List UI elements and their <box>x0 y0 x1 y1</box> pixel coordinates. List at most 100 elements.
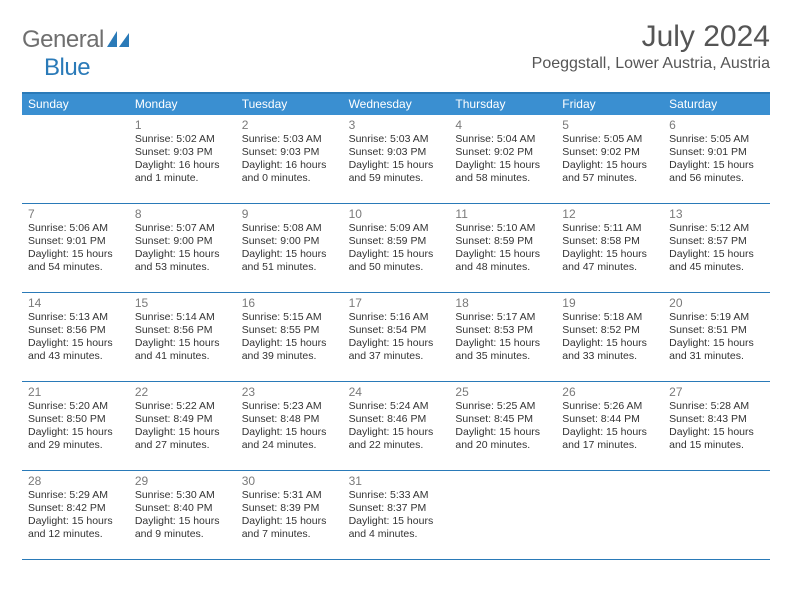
sunset-line: Sunset: 8:43 PM <box>669 413 764 426</box>
day-number: 11 <box>455 207 550 221</box>
sunset-line: Sunset: 8:39 PM <box>242 502 337 515</box>
day-number: 25 <box>455 385 550 399</box>
logo-word-blue: Blue <box>22 54 90 81</box>
daylight-line: Daylight: 15 hours <box>455 248 550 261</box>
sunrise-line: Sunrise: 5:07 AM <box>135 222 230 235</box>
sunset-line: Sunset: 9:03 PM <box>242 146 337 159</box>
sunset-line: Sunset: 8:40 PM <box>135 502 230 515</box>
day-cell: 10Sunrise: 5:09 AMSunset: 8:59 PMDayligh… <box>343 204 450 292</box>
day-cell: 11Sunrise: 5:10 AMSunset: 8:59 PMDayligh… <box>449 204 556 292</box>
day-cell <box>22 115 129 203</box>
week-row: 14Sunrise: 5:13 AMSunset: 8:56 PMDayligh… <box>22 293 770 382</box>
daylight-line: and 27 minutes. <box>135 439 230 452</box>
daylight-line: and 45 minutes. <box>669 261 764 274</box>
sunset-line: Sunset: 8:51 PM <box>669 324 764 337</box>
day-cell <box>556 471 663 559</box>
sunrise-line: Sunrise: 5:05 AM <box>562 133 657 146</box>
sunset-line: Sunset: 8:59 PM <box>455 235 550 248</box>
day-number: 9 <box>242 207 337 221</box>
sunrise-line: Sunrise: 5:29 AM <box>28 489 123 502</box>
daylight-line: and 0 minutes. <box>242 172 337 185</box>
day-cell: 20Sunrise: 5:19 AMSunset: 8:51 PMDayligh… <box>663 293 770 381</box>
calendar: Sunday Monday Tuesday Wednesday Thursday… <box>22 92 770 560</box>
sunrise-line: Sunrise: 5:17 AM <box>455 311 550 324</box>
daylight-line: and 15 minutes. <box>669 439 764 452</box>
sunset-line: Sunset: 9:00 PM <box>242 235 337 248</box>
sunrise-line: Sunrise: 5:12 AM <box>669 222 764 235</box>
day-number: 26 <box>562 385 657 399</box>
day-cell: 1Sunrise: 5:02 AMSunset: 9:03 PMDaylight… <box>129 115 236 203</box>
sunset-line: Sunset: 9:02 PM <box>562 146 657 159</box>
daylight-line: and 43 minutes. <box>28 350 123 363</box>
day-cell: 5Sunrise: 5:05 AMSunset: 9:02 PMDaylight… <box>556 115 663 203</box>
day-number: 14 <box>28 296 123 310</box>
week-row: 21Sunrise: 5:20 AMSunset: 8:50 PM Dayligh… <box>22 382 770 471</box>
daylight-line: Daylight: 15 hours <box>242 515 337 528</box>
daylight-line: Daylight: 16 hours <box>242 159 337 172</box>
sunset-line: Sunset: 8:55 PM <box>242 324 337 337</box>
day-cell: 13Sunrise: 5:12 AMSunset: 8:57 PMDayligh… <box>663 204 770 292</box>
day-cell: 12Sunrise: 5:11 AMSunset: 8:58 PMDayligh… <box>556 204 663 292</box>
day-cell: 14Sunrise: 5:13 AMSunset: 8:56 PMDayligh… <box>22 293 129 381</box>
daylight-line: Daylight: 15 hours <box>349 248 444 261</box>
sunset-line: Sunset: 8:50 PM <box>28 413 123 426</box>
dow-header-row: Sunday Monday Tuesday Wednesday Thursday… <box>22 94 770 115</box>
sunrise-line: Sunrise: 5:03 AM <box>242 133 337 146</box>
daylight-line: and 59 minutes. <box>349 172 444 185</box>
day-cell: 26Sunrise: 5:26 AMSunset: 8:44 PMDayligh… <box>556 382 663 470</box>
daylight-line: Daylight: 15 hours <box>135 515 230 528</box>
day-cell: 7Sunrise: 5:06 AMSunset: 9:01 PMDaylight… <box>22 204 129 292</box>
day-cell: 17Sunrise: 5:16 AMSunset: 8:54 PMDayligh… <box>343 293 450 381</box>
sunrise-line: Sunrise: 5:33 AM <box>349 489 444 502</box>
sunset-line: Sunset: 9:03 PM <box>135 146 230 159</box>
sunset-line: Sunset: 8:57 PM <box>669 235 764 248</box>
day-cell: 16Sunrise: 5:15 AMSunset: 8:55 PMDayligh… <box>236 293 343 381</box>
sunrise-line: Sunrise: 5:09 AM <box>349 222 444 235</box>
day-number: 2 <box>242 118 337 132</box>
day-cell: 28Sunrise: 5:29 AMSunset: 8:42 PMDayligh… <box>22 471 129 559</box>
sunrise-line: Sunrise: 5:28 AM <box>669 400 764 413</box>
day-number: 15 <box>135 296 230 310</box>
sunset-line: Sunset: 8:53 PM <box>455 324 550 337</box>
day-cell: 18Sunrise: 5:17 AMSunset: 8:53 PMDayligh… <box>449 293 556 381</box>
daylight-line: and 29 minutes. <box>28 439 123 452</box>
sunset-line: Sunset: 8:44 PM <box>562 413 657 426</box>
day-cell: 30Sunrise: 5:31 AMSunset: 8:39 PMDayligh… <box>236 471 343 559</box>
day-cell: 2Sunrise: 5:03 AMSunset: 9:03 PMDaylight… <box>236 115 343 203</box>
daylight-line: and 41 minutes. <box>135 350 230 363</box>
sunrise-line: Sunrise: 5:11 AM <box>562 222 657 235</box>
sunrise-line: Sunrise: 5:22 AM <box>135 400 230 413</box>
day-number: 19 <box>562 296 657 310</box>
day-number: 29 <box>135 474 230 488</box>
sunset-line: Sunset: 8:52 PM <box>562 324 657 337</box>
sunrise-line: Sunrise: 5:15 AM <box>242 311 337 324</box>
daylight-line: Daylight: 15 hours <box>562 426 657 439</box>
daylight-line: Daylight: 15 hours <box>349 515 444 528</box>
daylight-line: Daylight: 15 hours <box>242 426 337 439</box>
week-row: 28Sunrise: 5:29 AMSunset: 8:42 PMDayligh… <box>22 471 770 560</box>
daylight-line: and 22 minutes. <box>349 439 444 452</box>
daylight-line: and 4 minutes. <box>349 528 444 541</box>
day-cell: 21Sunrise: 5:20 AMSunset: 8:50 PMDayligh… <box>22 382 129 470</box>
sunset-line: Sunset: 8:49 PM <box>135 413 230 426</box>
day-cell <box>663 471 770 559</box>
day-number: 23 <box>242 385 337 399</box>
dow-monday: Monday <box>129 94 236 115</box>
day-number: 21 <box>28 385 123 399</box>
daylight-line: and 39 minutes. <box>242 350 337 363</box>
daylight-line: Daylight: 15 hours <box>135 337 230 350</box>
daylight-line: and 20 minutes. <box>455 439 550 452</box>
day-number: 31 <box>349 474 444 488</box>
sunrise-line: Sunrise: 5:05 AM <box>669 133 764 146</box>
day-number: 8 <box>135 207 230 221</box>
daylight-line: and 33 minutes. <box>562 350 657 363</box>
day-cell: 6Sunrise: 5:05 AMSunset: 9:01 PMDaylight… <box>663 115 770 203</box>
sunset-line: Sunset: 9:02 PM <box>455 146 550 159</box>
day-cell: 27Sunrise: 5:28 AMSunset: 8:43 PMDayligh… <box>663 382 770 470</box>
day-cell: 24Sunrise: 5:24 AMSunset: 8:46 PMDayligh… <box>343 382 450 470</box>
sunrise-line: Sunrise: 5:20 AM <box>28 400 123 413</box>
day-number: 18 <box>455 296 550 310</box>
sunset-line: Sunset: 8:56 PM <box>135 324 230 337</box>
sunrise-line: Sunrise: 5:02 AM <box>135 133 230 146</box>
sunset-line: Sunset: 9:00 PM <box>135 235 230 248</box>
